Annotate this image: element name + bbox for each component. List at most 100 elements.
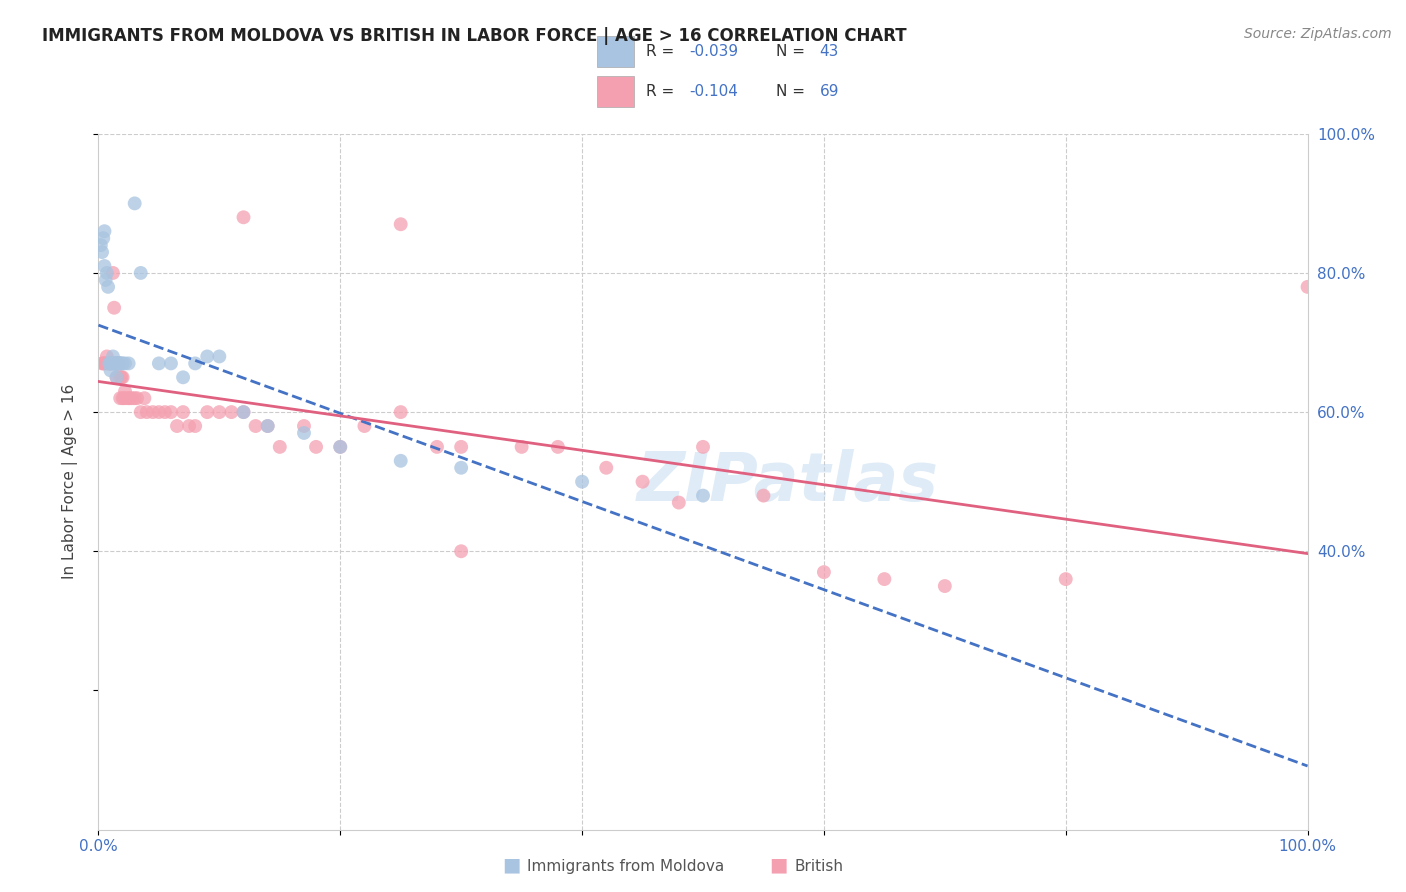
Point <box>232 211 254 225</box>
Point <box>389 217 412 231</box>
Point <box>426 440 449 454</box>
Point <box>873 572 896 586</box>
Point <box>100 356 122 370</box>
Point <box>166 419 188 434</box>
Point <box>172 405 194 419</box>
Point <box>91 356 114 370</box>
Point <box>101 350 124 364</box>
Point <box>148 356 170 370</box>
Point <box>112 391 135 405</box>
Point <box>96 266 118 280</box>
Bar <box>596 76 634 107</box>
Point <box>160 405 183 419</box>
Point <box>232 405 254 419</box>
Point <box>305 440 328 454</box>
Y-axis label: In Labor Force | Age > 16: In Labor Force | Age > 16 <box>62 384 77 579</box>
Point <box>353 419 375 434</box>
Point <box>450 440 472 454</box>
Point <box>97 280 120 294</box>
Point <box>94 273 117 287</box>
Point <box>124 391 146 405</box>
Point <box>93 224 115 238</box>
Point <box>329 440 352 454</box>
Point <box>103 301 125 315</box>
Text: R =: R = <box>647 85 679 99</box>
Point <box>97 356 120 370</box>
Point <box>107 356 129 370</box>
Point <box>108 356 131 370</box>
Point <box>108 356 131 370</box>
Point <box>148 405 170 419</box>
Text: ZIPatlas: ZIPatlas <box>637 449 939 515</box>
Point <box>595 460 617 475</box>
Point <box>118 391 141 405</box>
Point <box>389 454 412 468</box>
Point <box>269 440 291 454</box>
Text: R =: R = <box>647 45 679 59</box>
Point <box>129 405 152 419</box>
Point <box>107 356 129 370</box>
Text: 69: 69 <box>820 85 839 99</box>
Point <box>100 363 122 377</box>
Bar <box>596 36 634 67</box>
Point <box>256 419 278 434</box>
Point <box>98 356 121 370</box>
Point <box>105 370 128 384</box>
Point <box>105 356 128 370</box>
Point <box>547 440 569 454</box>
Point <box>104 356 127 370</box>
Point <box>160 356 183 370</box>
Point <box>100 356 122 370</box>
Point <box>292 419 315 434</box>
Point <box>668 495 690 509</box>
Point <box>121 391 143 405</box>
Point <box>450 544 472 558</box>
Point <box>115 391 138 405</box>
Point <box>111 391 134 405</box>
Point <box>100 356 122 370</box>
Point <box>195 405 218 419</box>
Point <box>91 356 114 370</box>
Point <box>389 405 412 419</box>
Point <box>752 489 775 503</box>
Point <box>692 489 714 503</box>
Text: N =: N = <box>776 85 810 99</box>
Point <box>101 266 124 280</box>
Point <box>208 405 231 419</box>
Point <box>94 356 117 370</box>
Point <box>1054 572 1077 586</box>
Point <box>103 356 125 370</box>
Point <box>232 405 254 419</box>
Text: 43: 43 <box>820 45 839 59</box>
Point <box>934 579 956 593</box>
Point <box>110 356 132 370</box>
Point <box>1296 280 1319 294</box>
Point <box>142 405 165 419</box>
Point <box>108 356 131 370</box>
Point <box>118 391 141 405</box>
Text: IMMIGRANTS FROM MOLDOVA VS BRITISH IN LABOR FORCE | AGE > 16 CORRELATION CHART: IMMIGRANTS FROM MOLDOVA VS BRITISH IN LA… <box>42 27 907 45</box>
Point <box>172 370 194 384</box>
Text: British: British <box>794 859 844 874</box>
Point <box>329 440 352 454</box>
Point <box>129 266 152 280</box>
Point <box>114 384 136 399</box>
Point <box>93 356 115 370</box>
Point <box>631 475 654 489</box>
Text: -0.104: -0.104 <box>689 85 738 99</box>
Point <box>93 259 115 273</box>
Point <box>107 356 129 370</box>
Point <box>184 356 207 370</box>
Point <box>105 356 128 370</box>
Text: Immigrants from Moldova: Immigrants from Moldova <box>527 859 724 874</box>
Point <box>134 391 156 405</box>
Point <box>114 356 136 370</box>
Point <box>111 356 134 370</box>
Point <box>813 565 835 579</box>
Point <box>105 370 128 384</box>
Point <box>179 419 201 434</box>
Text: N =: N = <box>776 45 810 59</box>
Point <box>450 460 472 475</box>
Point <box>135 405 157 419</box>
Point <box>90 238 112 252</box>
